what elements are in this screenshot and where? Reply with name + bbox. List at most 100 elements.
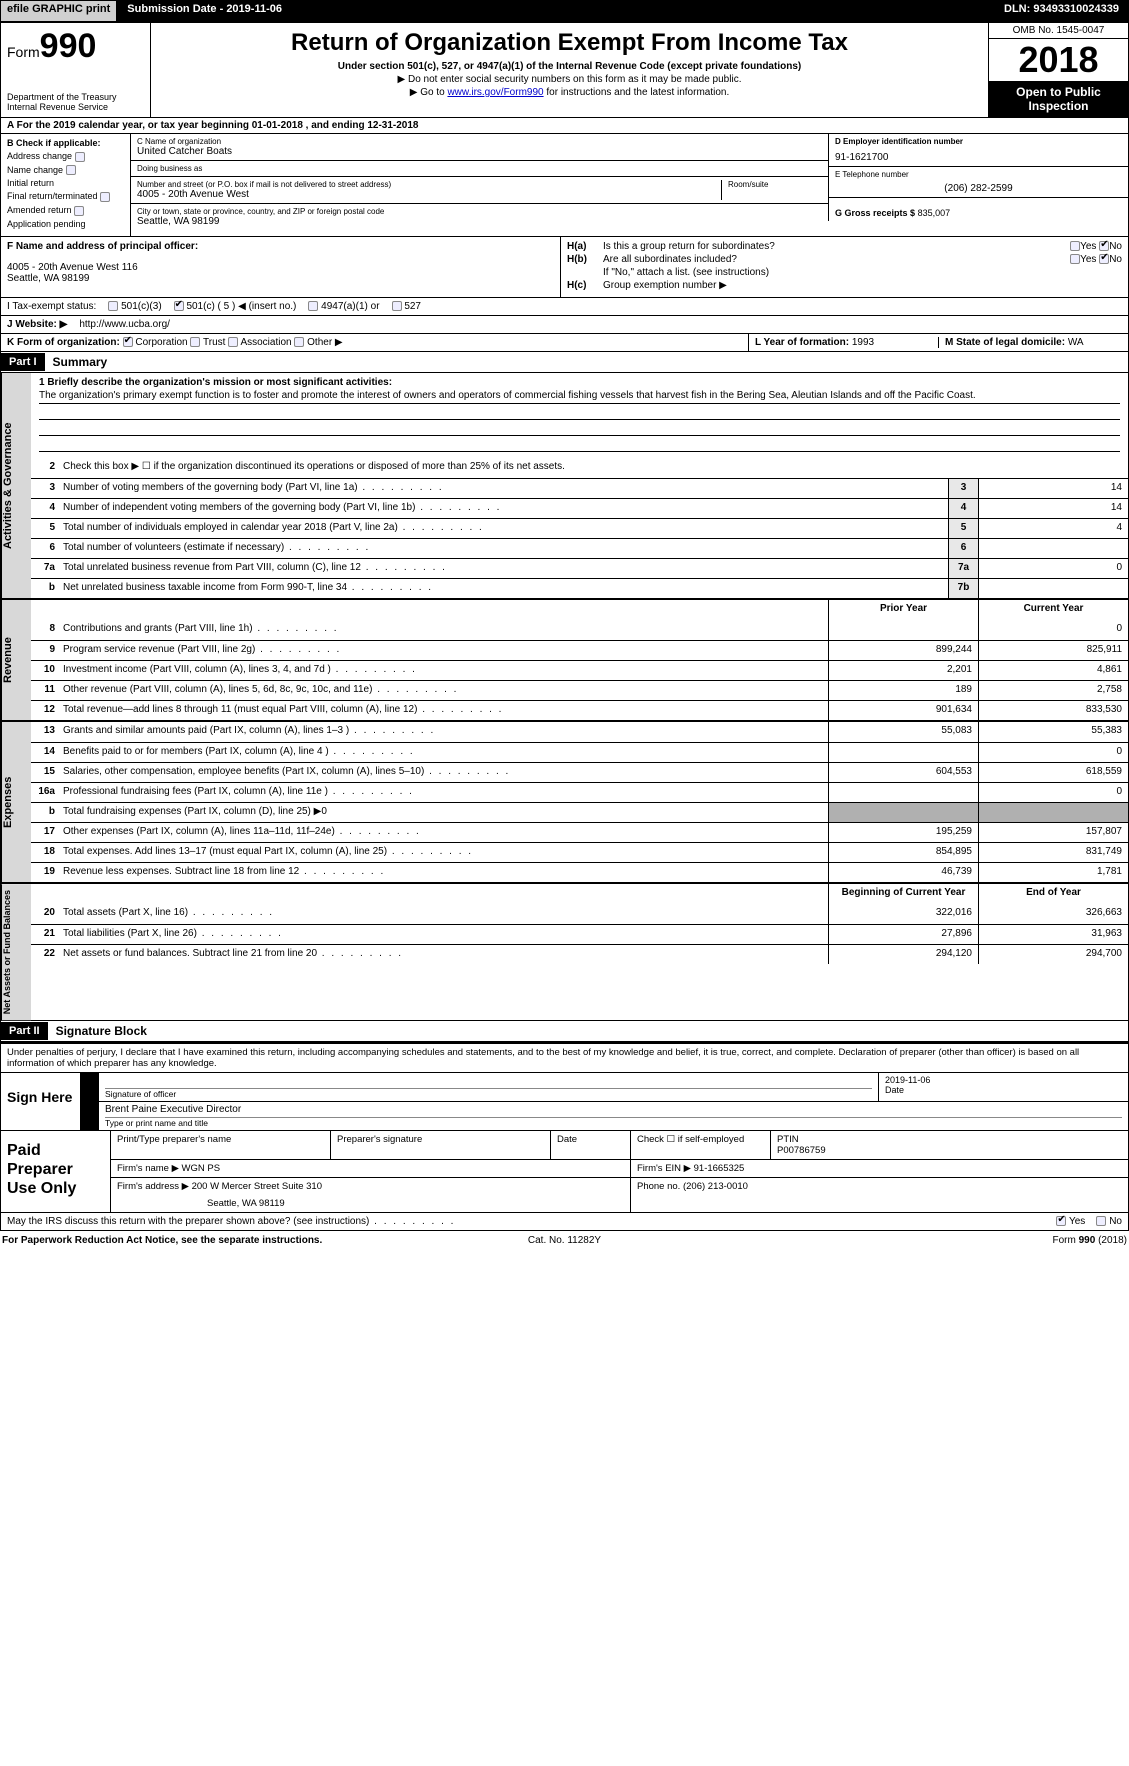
val-p: 901,634 (828, 701, 978, 720)
c-city-cell: City or town, state or province, country… (131, 204, 828, 230)
checkbox-namechange[interactable] (66, 165, 76, 175)
rev-hdr-ln (31, 600, 59, 620)
val-c: 0 (978, 783, 1128, 802)
part2-title: Signature Block (48, 1021, 155, 1041)
line-16a: 16aProfessional fundraising fees (Part I… (31, 782, 1128, 802)
val-c: 55,383 (978, 722, 1128, 742)
hb-no: No (1109, 254, 1122, 265)
sig-officer-top (105, 1075, 872, 1089)
g-gross-cell: G Gross receipts $ 835,007 (828, 198, 1128, 221)
desc: Total number of individuals employed in … (59, 519, 948, 538)
part2-title-row: Part II Signature Block (0, 1021, 1129, 1042)
checkbox-final[interactable] (100, 192, 110, 202)
val-p: 189 (828, 681, 978, 700)
discuss-yn: Yes No (1056, 1216, 1122, 1227)
val (978, 539, 1128, 558)
note2-post: for instructions and the latest informat… (544, 87, 730, 98)
box: 6 (948, 539, 978, 558)
m-val: WA (1068, 337, 1084, 348)
cb-527[interactable] (392, 301, 402, 311)
hb-no-cb[interactable] (1099, 254, 1109, 264)
page-footer: For Paperwork Reduction Act Notice, see … (0, 1231, 1129, 1250)
prep-right: Print/Type preparer's name Preparer's si… (111, 1131, 1128, 1212)
ln: 7a (31, 559, 59, 578)
desc: Total assets (Part X, line 16) (59, 904, 828, 924)
b-item-2-text: Initial return (7, 178, 54, 188)
header-right: OMB No. 1545-0047 2018 Open to Public In… (988, 23, 1128, 117)
na-hdr-desc (59, 884, 828, 904)
cb-corp[interactable] (123, 337, 133, 347)
k-o3: Association (240, 337, 291, 348)
line-12: 12Total revenue—add lines 8 through 11 (… (31, 700, 1128, 720)
desc: Benefits paid to or for members (Part IX… (59, 743, 828, 762)
cb-501c3[interactable] (108, 301, 118, 311)
part2-tag: Part II (1, 1022, 48, 1040)
rowA-begin: 01-01-2018 (252, 120, 303, 131)
ha-yes-cb[interactable] (1070, 241, 1080, 251)
hdr-beg: Beginning of Current Year (828, 884, 978, 904)
cb-trust[interactable] (190, 337, 200, 347)
checkbox-amended[interactable] (74, 206, 84, 216)
val-p: 2,201 (828, 661, 978, 680)
ln: 8 (31, 620, 59, 640)
cb-501c[interactable] (174, 301, 184, 311)
ln: 16a (31, 783, 59, 802)
cb-assoc[interactable] (228, 337, 238, 347)
rowA-pre: A For the 2019 calendar year, or tax yea… (7, 120, 252, 131)
hb-yes-cb[interactable] (1070, 254, 1080, 264)
c-name-lab: C Name of organization (137, 137, 822, 146)
i-o3: 4947(a)(1) or (308, 301, 379, 312)
h-c-row: H(c) Group exemption number ▶ (567, 280, 1122, 291)
sig-officer-cell: Signature of officer (99, 1073, 878, 1101)
val-p (828, 803, 978, 822)
section-bcd: B Check if applicable: Address change Na… (0, 134, 1129, 237)
desc: Total unrelated business revenue from Pa… (59, 559, 948, 578)
line-8: 8Contributions and grants (Part VIII, li… (31, 620, 1128, 640)
prep-check: Check ☐ if self-employed (631, 1131, 771, 1159)
part1-title-row: Part I Summary (1, 352, 1128, 373)
cb-other[interactable] (294, 337, 304, 347)
omb-number: OMB No. 1545-0047 (989, 23, 1128, 39)
form990-link[interactable]: www.irs.gov/Form990 (447, 87, 543, 98)
footer-year: 2018 (1101, 1235, 1123, 1246)
c-city-val: Seattle, WA 98199 (137, 216, 822, 227)
mission-blank2 (39, 422, 1120, 436)
submission-date: Submission Date - 2019-11-06 (117, 0, 292, 22)
b-label: B Check if applicable: (7, 138, 124, 148)
vtab-na: Net Assets or Fund Balances (1, 884, 31, 1020)
discuss-no-cb[interactable] (1096, 1216, 1106, 1226)
form-number: Form990 (7, 27, 144, 66)
mission-blank1 (39, 406, 1120, 420)
val-c: 1,781 (978, 863, 1128, 882)
desc: Total fundraising expenses (Part IX, col… (59, 803, 828, 822)
form-header: Form990 Department of the Treasury Inter… (0, 22, 1129, 118)
signature-block: Under penalties of perjury, I declare th… (0, 1042, 1129, 1131)
val-p: 854,895 (828, 843, 978, 862)
i-o2-text: 501(c) ( 5 ) ◀ (insert no.) (186, 301, 296, 312)
firm-ein-cell: Firm's EIN ▶ 91-1665325 (631, 1160, 1128, 1177)
prep-ptin-lab: PTIN (777, 1134, 1122, 1145)
d-lab: D Employer identification number (835, 137, 1122, 146)
val-c: 294,700 (978, 945, 1128, 964)
discuss-yes-cb[interactable] (1056, 1216, 1066, 1226)
line-10: 10Investment income (Part VIII, column (… (31, 660, 1128, 680)
val-p: 899,244 (828, 641, 978, 660)
i-o1-text: 501(c)(3) (121, 301, 162, 312)
sig-line1: Signature of officer 2019-11-06 Date (81, 1073, 1128, 1102)
val-p (828, 743, 978, 762)
b-item-1-text: Name change (7, 165, 63, 175)
cb-4947[interactable] (308, 301, 318, 311)
val-c: 833,530 (978, 701, 1128, 720)
val-p: 27,896 (828, 925, 978, 944)
row-a-tax-year: A For the 2019 calendar year, or tax yea… (0, 118, 1129, 134)
ln: 18 (31, 843, 59, 862)
checkbox-address[interactable] (75, 152, 85, 162)
summary-na: Net Assets or Fund Balances Beginning of… (1, 882, 1128, 1020)
hb-txt: Are all subordinates included? (603, 254, 1002, 265)
footer-left: For Paperwork Reduction Act Notice, see … (2, 1235, 377, 1246)
ha-lab: H(a) (567, 241, 603, 252)
ha-no-cb[interactable] (1099, 241, 1109, 251)
h-b-note-row: If "No," attach a list. (see instruction… (567, 267, 1122, 278)
ha-txt: Is this a group return for subordinates? (603, 241, 1002, 252)
dept-line2: Internal Revenue Service (7, 103, 144, 113)
